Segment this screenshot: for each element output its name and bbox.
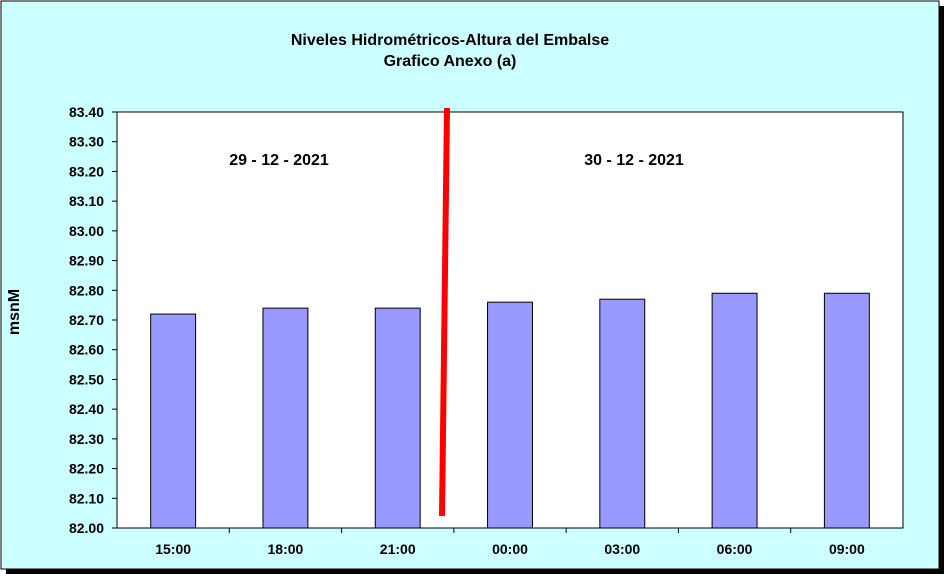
- bar-0900: [823, 292, 870, 529]
- y-tick-label: 83.20: [69, 163, 104, 179]
- bars-layer: [150, 292, 870, 529]
- y-tick-label: 82.80: [69, 282, 104, 298]
- y-axis-label: msnM: [6, 289, 23, 335]
- chart-subtitle: Grafico Anexo (a): [384, 53, 517, 70]
- y-tick-label: 82.00: [69, 520, 104, 536]
- y-tick-label: 82.30: [69, 431, 104, 447]
- x-tick-label: 06:00: [717, 541, 753, 557]
- x-tick-label: 18:00: [268, 541, 304, 557]
- y-tick-label: 82.50: [69, 371, 104, 387]
- y-tick-label: 83.40: [69, 104, 104, 120]
- bar-1800: [262, 307, 309, 529]
- y-tick-label: 82.40: [69, 401, 104, 417]
- y-tick-label: 83.00: [69, 223, 104, 239]
- bar-0600: [711, 292, 758, 529]
- x-tick-label: 00:00: [492, 541, 528, 557]
- y-tick-label: 83.30: [69, 134, 104, 150]
- y-tick-label: 83.10: [69, 193, 104, 209]
- y-axis-ticks: 82.00 82.10 82.20 82.30 82.40 82.50 82.60 82.70…: [69, 104, 117, 536]
- x-axis-ticks: 15:00 18:00 21:00 00:00 03:00 06:00 09:00: [155, 528, 865, 557]
- bar-0300: [599, 298, 646, 529]
- x-tick-label: 21:00: [380, 541, 416, 557]
- y-tick-label: 82.60: [69, 342, 104, 358]
- day-divider-line: [439, 107, 450, 517]
- chart-title: Niveles Hidrométricos-Altura del Embalse: [291, 32, 609, 49]
- date-annotation-2: 30 - 12 - 2021: [584, 152, 684, 169]
- y-tick-label: 82.70: [69, 312, 104, 328]
- x-tick-label: 15:00: [155, 541, 191, 557]
- bar-1500: [150, 313, 197, 529]
- y-tick-label: 82.10: [69, 490, 104, 506]
- bar-0000: [487, 301, 533, 529]
- x-tick-label: 09:00: [829, 541, 865, 557]
- bar-2100: [374, 307, 421, 529]
- y-tick-label: 82.20: [69, 461, 104, 477]
- y-tick-label: 82.90: [69, 253, 104, 269]
- date-annotation-1: 29 - 12 - 2021: [229, 152, 329, 169]
- x-tick-label: 03:00: [604, 541, 640, 557]
